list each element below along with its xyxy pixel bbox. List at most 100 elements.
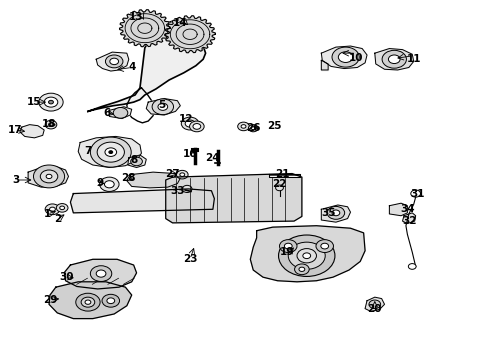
Polygon shape <box>64 259 136 289</box>
Polygon shape <box>164 16 215 53</box>
Text: 16: 16 <box>183 149 197 159</box>
Circle shape <box>182 185 192 193</box>
Circle shape <box>387 55 399 64</box>
Circle shape <box>181 117 199 130</box>
Polygon shape <box>165 174 301 223</box>
Circle shape <box>381 50 406 68</box>
Text: 6: 6 <box>103 108 111 118</box>
Polygon shape <box>126 172 180 188</box>
Circle shape <box>48 123 53 126</box>
Circle shape <box>60 206 64 210</box>
Circle shape <box>176 170 188 179</box>
Text: 21: 21 <box>275 168 289 179</box>
Circle shape <box>105 55 122 68</box>
Polygon shape <box>388 203 407 216</box>
Circle shape <box>107 298 115 303</box>
Text: 2: 2 <box>54 214 61 224</box>
Polygon shape <box>374 49 413 70</box>
Polygon shape <box>20 125 44 138</box>
Circle shape <box>326 206 344 219</box>
Circle shape <box>251 127 255 130</box>
Circle shape <box>368 300 380 309</box>
Circle shape <box>49 207 55 211</box>
Text: 11: 11 <box>406 54 420 64</box>
Text: 29: 29 <box>43 295 57 305</box>
Polygon shape <box>321 205 350 222</box>
Circle shape <box>97 142 124 162</box>
Circle shape <box>237 122 249 131</box>
Circle shape <box>40 170 58 183</box>
Text: 35: 35 <box>320 208 335 218</box>
Text: 12: 12 <box>179 113 193 123</box>
Circle shape <box>320 243 328 249</box>
Text: 27: 27 <box>165 168 180 179</box>
Circle shape <box>278 235 334 276</box>
Text: 1: 1 <box>44 209 51 219</box>
Circle shape <box>113 108 127 118</box>
Circle shape <box>248 125 258 132</box>
Polygon shape <box>250 226 365 282</box>
Circle shape <box>85 300 91 304</box>
Polygon shape <box>78 136 141 167</box>
Text: 22: 22 <box>272 179 286 189</box>
Circle shape <box>46 174 52 179</box>
Circle shape <box>158 103 167 111</box>
Circle shape <box>45 204 60 215</box>
Circle shape <box>298 267 304 271</box>
Text: 28: 28 <box>122 173 136 183</box>
Text: 19: 19 <box>280 247 294 257</box>
Text: 15: 15 <box>27 97 41 107</box>
Circle shape <box>338 52 352 63</box>
Text: 24: 24 <box>205 153 220 163</box>
Circle shape <box>56 203 68 212</box>
Text: 9: 9 <box>96 178 103 188</box>
Circle shape <box>109 151 113 154</box>
Circle shape <box>279 240 296 252</box>
Polygon shape <box>321 46 366 68</box>
Circle shape <box>90 266 112 282</box>
Text: 3: 3 <box>12 175 20 185</box>
Circle shape <box>241 125 245 128</box>
Circle shape <box>302 253 310 258</box>
Circle shape <box>44 97 58 107</box>
Polygon shape <box>49 282 131 319</box>
Text: 32: 32 <box>402 216 416 226</box>
Text: 10: 10 <box>348 53 363 63</box>
Text: 17: 17 <box>8 125 22 135</box>
Circle shape <box>180 173 184 176</box>
Circle shape <box>284 243 291 249</box>
Circle shape <box>410 190 420 197</box>
Circle shape <box>331 47 359 67</box>
Polygon shape <box>365 297 384 311</box>
Polygon shape <box>127 155 146 167</box>
Polygon shape <box>268 174 300 177</box>
Text: 23: 23 <box>183 254 197 264</box>
Circle shape <box>102 294 119 307</box>
Circle shape <box>33 165 64 188</box>
Circle shape <box>189 121 203 132</box>
Circle shape <box>81 297 95 307</box>
Circle shape <box>130 157 142 166</box>
Circle shape <box>90 137 131 167</box>
Text: 31: 31 <box>409 189 424 199</box>
Circle shape <box>331 210 339 216</box>
Circle shape <box>296 249 316 263</box>
Text: 30: 30 <box>60 272 74 282</box>
Circle shape <box>193 123 201 129</box>
Text: 14: 14 <box>173 18 187 28</box>
Circle shape <box>100 177 119 192</box>
Text: 4: 4 <box>128 63 135 72</box>
Circle shape <box>294 264 308 275</box>
Circle shape <box>407 264 415 269</box>
Polygon shape <box>109 107 131 118</box>
Polygon shape <box>96 52 128 71</box>
Text: 5: 5 <box>158 100 165 110</box>
Circle shape <box>45 120 57 129</box>
Text: 8: 8 <box>130 156 137 165</box>
Circle shape <box>96 270 106 277</box>
Circle shape <box>48 100 53 104</box>
Polygon shape <box>88 19 205 111</box>
Circle shape <box>275 185 283 191</box>
Polygon shape <box>119 10 170 47</box>
Circle shape <box>104 181 114 188</box>
